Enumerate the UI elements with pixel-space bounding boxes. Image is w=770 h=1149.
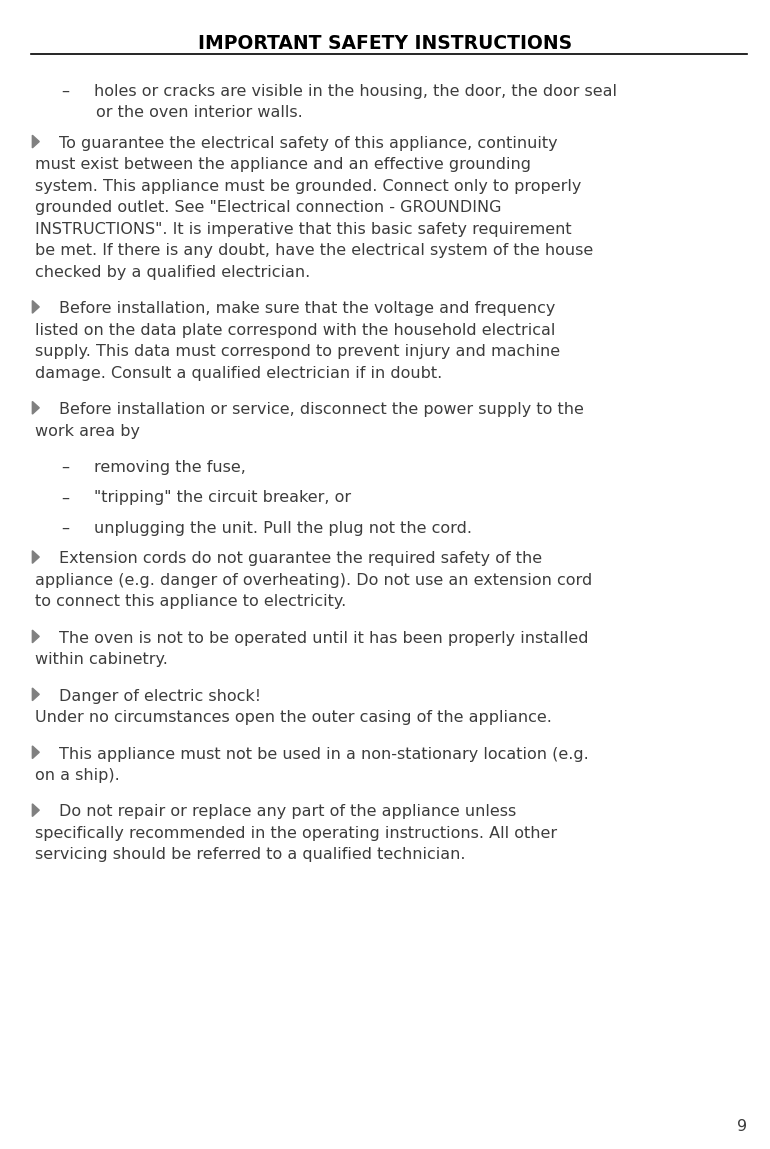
Text: work area by: work area by — [35, 424, 139, 439]
Polygon shape — [32, 688, 39, 701]
Text: grounded outlet. See "Electrical connection - GROUNDING: grounded outlet. See "Electrical connect… — [35, 200, 501, 215]
Polygon shape — [32, 630, 39, 642]
Text: servicing should be referred to a qualified technician.: servicing should be referred to a qualif… — [35, 848, 465, 863]
Text: listed on the data plate correspond with the household electrical: listed on the data plate correspond with… — [35, 323, 555, 338]
Text: –: – — [62, 520, 69, 535]
Text: –: – — [62, 491, 69, 506]
Text: be met. If there is any doubt, have the electrical system of the house: be met. If there is any doubt, have the … — [35, 244, 593, 259]
Text: –: – — [62, 84, 69, 99]
Text: to connect this appliance to electricity.: to connect this appliance to electricity… — [35, 594, 346, 609]
Text: Before installation, make sure that the voltage and frequency: Before installation, make sure that the … — [59, 301, 556, 316]
Text: IMPORTANT SAFETY INSTRUCTIONS: IMPORTANT SAFETY INSTRUCTIONS — [198, 34, 572, 54]
Text: specifically recommended in the operating instructions. All other: specifically recommended in the operatin… — [35, 826, 557, 841]
Text: on a ship).: on a ship). — [35, 768, 119, 782]
Polygon shape — [32, 804, 39, 817]
Text: appliance (e.g. danger of overheating). Do not use an extension cord: appliance (e.g. danger of overheating). … — [35, 573, 592, 588]
Polygon shape — [32, 401, 39, 414]
Polygon shape — [32, 301, 39, 314]
Text: removing the fuse,: removing the fuse, — [94, 460, 246, 475]
Text: supply. This data must correspond to prevent injury and machine: supply. This data must correspond to pre… — [35, 345, 560, 360]
Text: INSTRUCTIONS". It is imperative that this basic safety requirement: INSTRUCTIONS". It is imperative that thi… — [35, 222, 571, 237]
Text: checked by a qualified electrician.: checked by a qualified electrician. — [35, 264, 310, 279]
Text: This appliance must not be used in a non-stationary location (e.g.: This appliance must not be used in a non… — [59, 747, 589, 762]
Text: or the oven interior walls.: or the oven interior walls. — [96, 106, 303, 121]
Text: must exist between the appliance and an effective grounding: must exist between the appliance and an … — [35, 157, 531, 172]
Text: The oven is not to be operated until it has been properly installed: The oven is not to be operated until it … — [59, 631, 589, 646]
Text: Danger of electric shock!: Danger of electric shock! — [59, 688, 261, 703]
Text: Extension cords do not guarantee the required safety of the: Extension cords do not guarantee the req… — [59, 552, 542, 566]
Text: "tripping" the circuit breaker, or: "tripping" the circuit breaker, or — [94, 491, 351, 506]
Text: Before installation or service, disconnect the power supply to the: Before installation or service, disconne… — [59, 402, 584, 417]
Text: To guarantee the electrical safety of this appliance, continuity: To guarantee the electrical safety of th… — [59, 136, 558, 151]
Polygon shape — [32, 550, 39, 563]
Text: Under no circumstances open the outer casing of the appliance.: Under no circumstances open the outer ca… — [35, 710, 551, 725]
Text: holes or cracks are visible in the housing, the door, the door seal: holes or cracks are visible in the housi… — [94, 84, 617, 99]
Polygon shape — [32, 746, 39, 758]
Text: within cabinetry.: within cabinetry. — [35, 653, 168, 668]
Text: damage. Consult a qualified electrician if in doubt.: damage. Consult a qualified electrician … — [35, 365, 442, 380]
Text: –: – — [62, 460, 69, 475]
Text: unplugging the unit. Pull the plug not the cord.: unplugging the unit. Pull the plug not t… — [94, 520, 472, 535]
Text: system. This appliance must be grounded. Connect only to properly: system. This appliance must be grounded.… — [35, 179, 581, 194]
Polygon shape — [32, 136, 39, 148]
Text: Do not repair or replace any part of the appliance unless: Do not repair or replace any part of the… — [59, 804, 517, 819]
Text: 9: 9 — [737, 1119, 747, 1134]
